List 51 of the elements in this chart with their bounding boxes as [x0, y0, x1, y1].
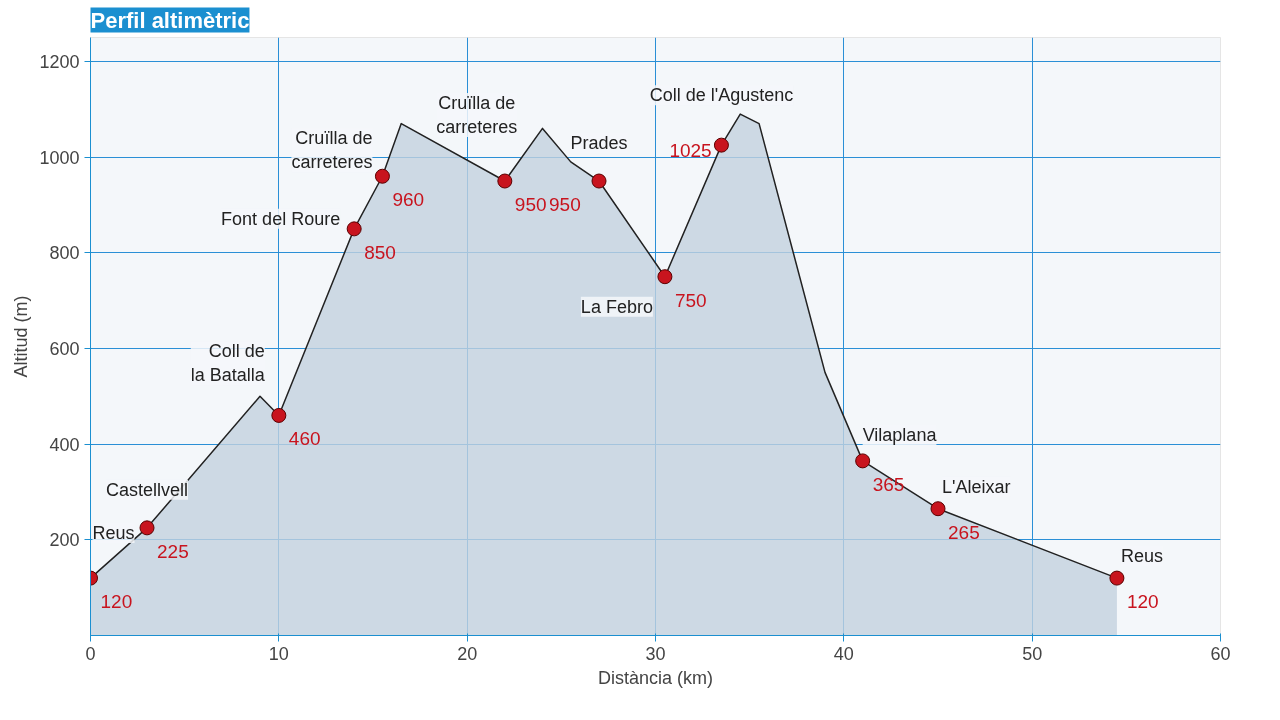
y-tick-label: 400: [49, 434, 80, 455]
data-label: 225: [157, 540, 189, 562]
y-tick-label: 1000: [39, 147, 80, 168]
annotation: Castellvell: [105, 479, 189, 500]
annotation: Reus: [1120, 546, 1163, 567]
x-tick-label: 40: [833, 643, 854, 664]
y-tick-label: 800: [49, 243, 80, 264]
x-tick-label: 0: [85, 643, 96, 664]
x-tick-label: 50: [1022, 643, 1043, 664]
point: [930, 501, 946, 517]
y-tick-label: 1200: [39, 51, 80, 72]
point: [374, 168, 390, 184]
y-axis-title: Altitud (m): [11, 295, 32, 378]
y-tick-label: 200: [49, 530, 80, 551]
point: [139, 520, 155, 536]
x-tick-label: 10: [268, 643, 289, 664]
data-label: 265: [948, 521, 980, 543]
x-tick-label: 20: [457, 643, 478, 664]
annotation: Cruïlla de carreteres: [291, 128, 373, 173]
point: [657, 269, 673, 285]
point: [271, 407, 287, 423]
point: [855, 453, 871, 469]
y-tick-label: 600: [49, 338, 80, 359]
point: [591, 173, 607, 189]
x-tick-label: 30: [645, 643, 666, 664]
annotation: L'Aleixar: [942, 476, 1011, 497]
chart-title: Perfil altimètric: [90, 7, 250, 33]
annotation: Vilaplana: [862, 424, 938, 445]
data-label: 950: [549, 194, 581, 216]
data-label: 120: [100, 591, 133, 613]
annotation: Prades: [570, 133, 628, 154]
annotation: Coll de la Batalla: [190, 341, 266, 386]
annotation: Reus: [92, 523, 135, 544]
x-axis-title: Distància (km): [597, 667, 714, 688]
data-label: 950: [514, 194, 547, 216]
data-label: 1025: [669, 140, 712, 162]
point: [1109, 570, 1125, 586]
data-label: 365: [872, 473, 905, 495]
data-label: 960: [392, 189, 425, 211]
data-label: 460: [288, 428, 321, 450]
data-label: 750: [674, 289, 707, 311]
data-label: 850: [364, 241, 396, 263]
annotation: La Febro: [580, 296, 653, 317]
point: [346, 221, 362, 237]
point: [497, 173, 513, 189]
annotation: Cruïlla de carreteres: [436, 93, 518, 138]
x-tick-label: 60: [1210, 643, 1231, 664]
annotation: Coll de l'Agustenc: [649, 85, 794, 106]
annotation: Font del Roure: [221, 208, 341, 229]
data-label: 120: [1126, 591, 1159, 613]
point: [713, 137, 729, 153]
